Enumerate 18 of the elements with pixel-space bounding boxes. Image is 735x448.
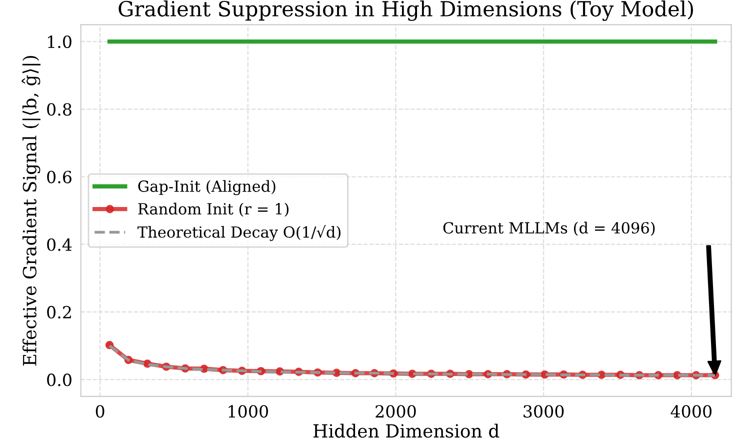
legend-label: Gap-Init (Aligned) xyxy=(138,180,276,196)
y-tick-label: 0.2 xyxy=(47,306,71,319)
y-tick-label: 0.4 xyxy=(47,238,72,251)
chart-title: Gradient Suppression in High Dimensions (Toy Model) xyxy=(118,0,693,21)
y-tick-label: 0.8 xyxy=(47,103,72,116)
x-tick-label: 3000 xyxy=(524,405,564,418)
x-tick-label: 1000 xyxy=(228,405,268,418)
y-axis-title: Effective Gradient Signal (|⟨b, ĝ⟩|) xyxy=(22,56,40,366)
y-tick-label: 0.6 xyxy=(47,170,72,184)
legend-label: Theoretical Decay O(1/√d) xyxy=(138,225,340,241)
legend-label: Random Init (r = 1) xyxy=(138,202,288,217)
annotation: Current MLLMs (d = 4096) xyxy=(443,222,655,236)
x-axis-title: Hidden Dimension d xyxy=(313,424,500,438)
y-tick-label: 0.0 xyxy=(47,374,72,386)
y-tick-label: 1.0 xyxy=(48,36,72,48)
x-tick-label: 2000 xyxy=(376,405,416,418)
x-tick-label: 0 xyxy=(96,405,104,418)
x-tick-label: 4000 xyxy=(670,405,712,418)
